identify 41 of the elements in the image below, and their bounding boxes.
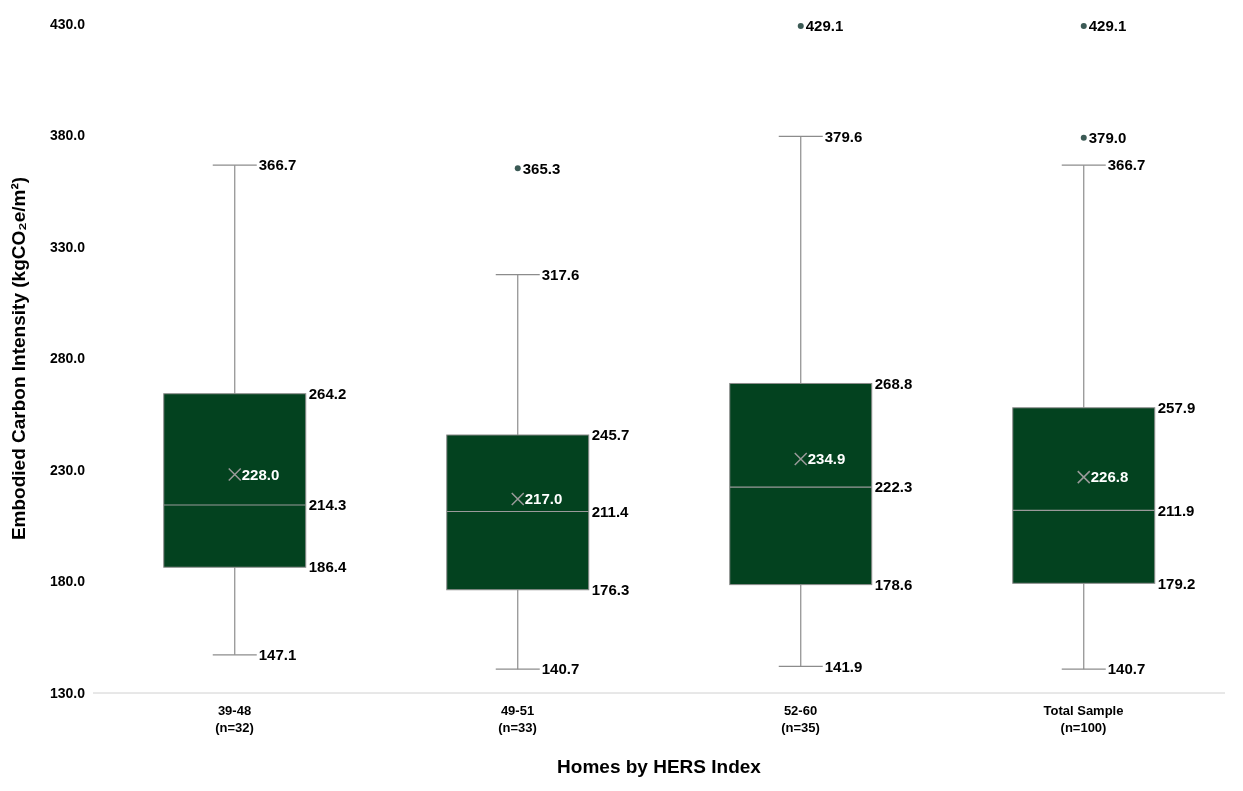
annotation: 147.1 bbox=[258, 646, 297, 664]
annotation: 214.3 bbox=[308, 496, 347, 514]
x-axis-title: Homes by HERS Index bbox=[557, 756, 762, 777]
annotation: 257.9 bbox=[1157, 399, 1196, 417]
annotation: 366.7 bbox=[258, 156, 297, 174]
annotation: 178.6 bbox=[874, 575, 913, 593]
x-tick-label: 39-48 (n=32) bbox=[215, 703, 254, 735]
annotation: 228.0 bbox=[241, 465, 280, 483]
annotation: 186.4 bbox=[308, 558, 347, 576]
y-tick-label: 130.0 bbox=[49, 684, 86, 701]
annotation: 226.8 bbox=[1090, 468, 1129, 486]
annotation: 217.0 bbox=[524, 490, 563, 508]
y-tick-label: 430.0 bbox=[49, 15, 86, 32]
y-tick-label: 180.0 bbox=[49, 573, 86, 590]
annotation: 366.7 bbox=[1107, 156, 1146, 174]
annotation: 268.8 bbox=[874, 374, 913, 392]
x-tick-label: 52-60 (n=35) bbox=[781, 703, 820, 735]
annotation: 264.2 bbox=[308, 384, 347, 402]
annotation: 365.3 bbox=[522, 159, 561, 177]
annotation: 211.9 bbox=[1157, 501, 1195, 519]
y-tick-label: 380.0 bbox=[49, 127, 86, 144]
annotation: 211.4 bbox=[591, 502, 630, 520]
annotation: 429.1 bbox=[1088, 17, 1127, 35]
annotation: 245.7 bbox=[591, 426, 630, 444]
annotation: 141.9 bbox=[824, 657, 863, 675]
annotation: 317.6 bbox=[541, 265, 580, 283]
annotation: 234.9 bbox=[807, 450, 846, 468]
x-tick-label: Total Sample (n=100) bbox=[1043, 703, 1124, 735]
annotation: 140.7 bbox=[1107, 660, 1146, 678]
y-axis-title: Embodied Carbon Intensity (kgCO₂e/m²) bbox=[7, 176, 29, 541]
x-tick-label: 49-51 (n=33) bbox=[498, 703, 537, 735]
annotation: 179.2 bbox=[1157, 574, 1196, 592]
y-tick-label: 330.0 bbox=[49, 238, 86, 255]
y-tick-label: 280.0 bbox=[49, 350, 86, 367]
annotation: 222.3 bbox=[874, 478, 913, 496]
y-tick-label: 230.0 bbox=[49, 461, 86, 478]
annotation: 379.6 bbox=[824, 127, 863, 145]
annotation: 140.7 bbox=[541, 660, 580, 678]
annotation: 429.1 bbox=[805, 17, 844, 35]
annotation: 379.0 bbox=[1088, 128, 1127, 146]
annotation: 176.3 bbox=[591, 581, 630, 598]
